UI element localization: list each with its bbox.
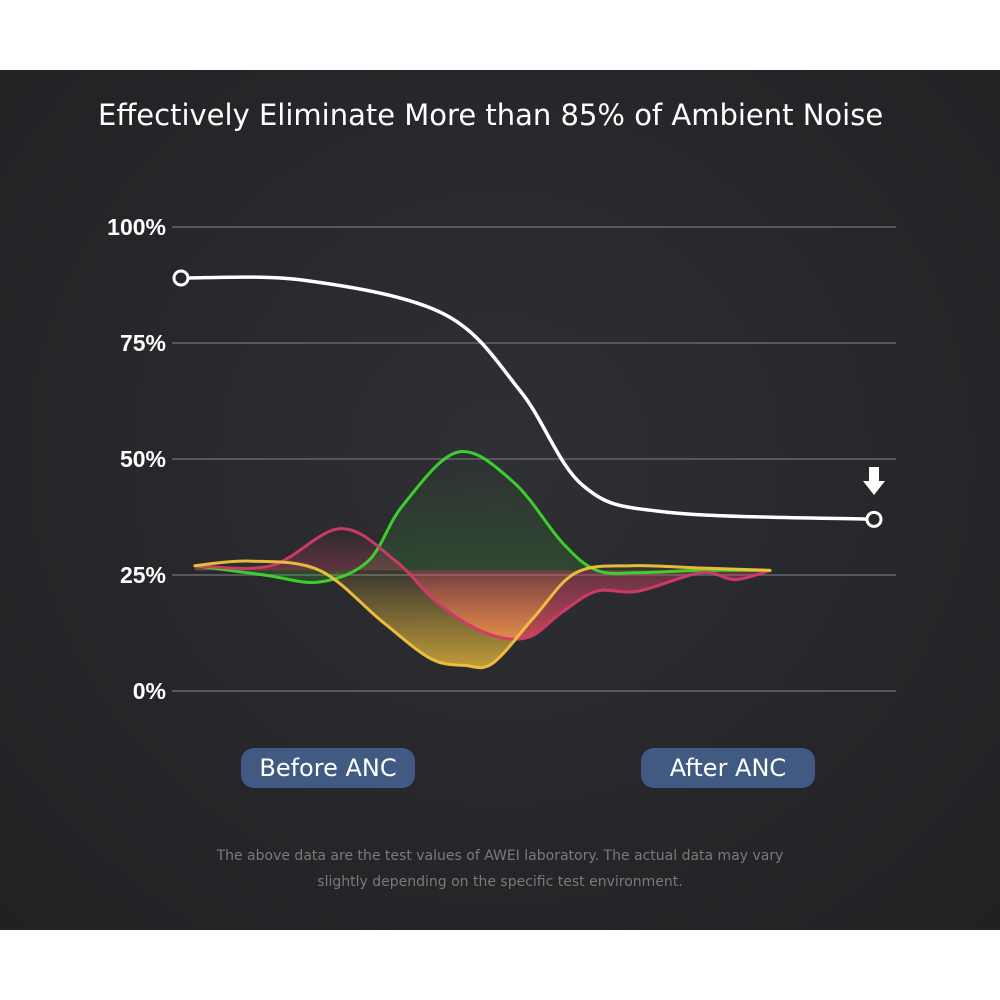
red-wave: [193, 527, 772, 641]
fill-layer: [194, 451, 770, 668]
main-noise-line: [179, 275, 876, 522]
main-line-layer: [172, 269, 883, 528]
green-wave: [193, 450, 772, 584]
arrow-layer: [863, 467, 885, 495]
y-tick-label: 0%: [133, 678, 166, 704]
after-anc-label: After ANC: [641, 748, 815, 788]
footnote: The above data are the test values of AW…: [150, 843, 850, 895]
wave-layer: [193, 450, 772, 670]
yellow-wave: [193, 559, 772, 670]
y-tick-label: 50%: [120, 446, 166, 472]
before-anc-label: Before ANC: [241, 748, 415, 788]
footnote-line-2: slightly depending on the specific test …: [317, 874, 683, 890]
end-point: [865, 510, 883, 528]
green-wave-fill: [194, 451, 770, 583]
y-tick-label: 100%: [107, 214, 166, 240]
start-point: [172, 269, 190, 287]
chart-title: Effectively Eliminate More than 85% of A…: [98, 98, 884, 132]
y-tick-label: 25%: [120, 562, 166, 588]
down-arrow-icon: [863, 467, 885, 495]
y-tick-label: 75%: [120, 330, 166, 356]
footnote-line-1: The above data are the test values of AW…: [216, 848, 784, 864]
yellow-wave-fill: [194, 561, 770, 668]
